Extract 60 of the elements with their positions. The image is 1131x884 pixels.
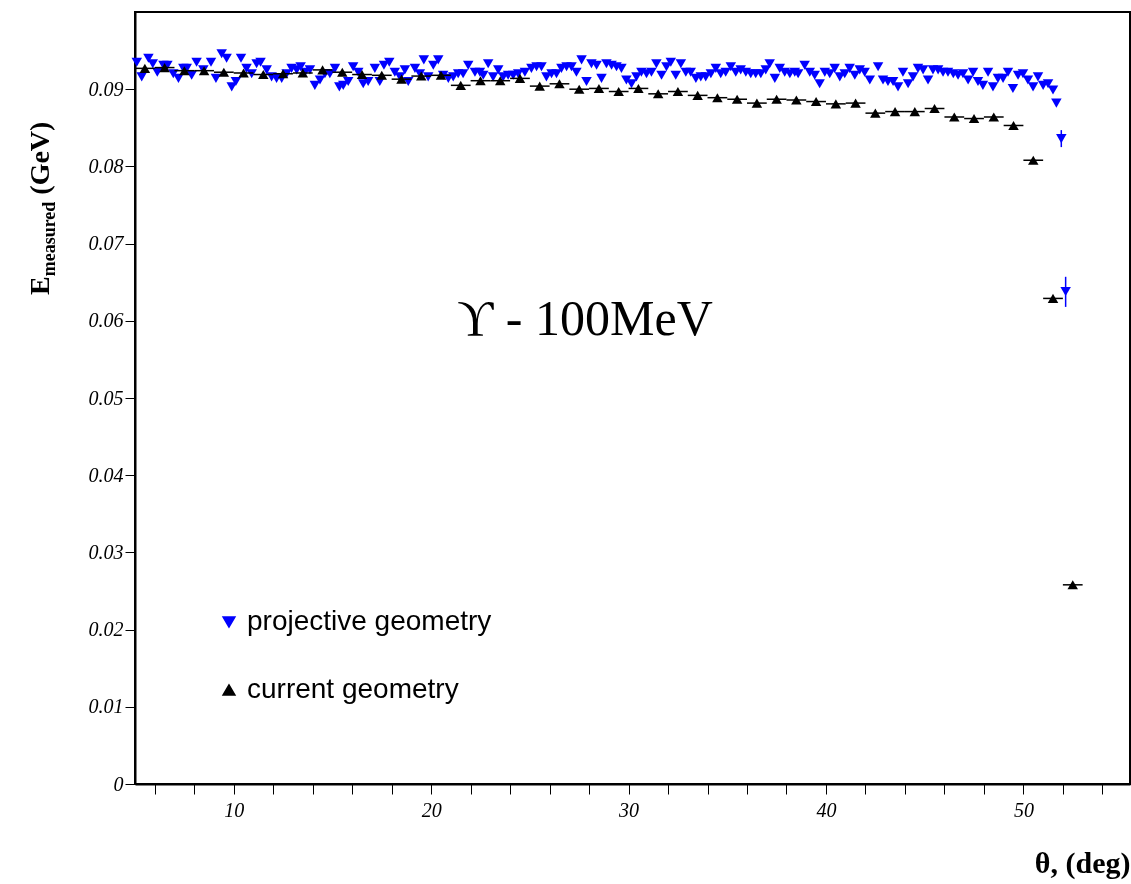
y-tick-label: 0.02 <box>88 618 124 641</box>
point <box>1047 293 1059 303</box>
point <box>850 98 861 108</box>
point <box>1028 155 1039 165</box>
point <box>633 83 644 93</box>
y-tick-label: 0.01 <box>88 695 124 718</box>
point <box>613 86 624 97</box>
x-tick-label: 50 <box>1013 798 1034 821</box>
point <box>238 68 249 78</box>
point <box>751 98 763 108</box>
point <box>652 89 664 99</box>
legend-label: projective geometry <box>247 605 492 636</box>
legend-label: current geometry <box>247 673 459 704</box>
x-tick-label: 20 <box>421 798 442 821</box>
point <box>139 63 151 73</box>
point <box>337 67 348 77</box>
point <box>889 107 901 117</box>
point <box>494 76 506 86</box>
x-tick-label: 10 <box>224 798 245 821</box>
point <box>870 108 881 118</box>
point <box>929 103 940 114</box>
point <box>771 94 782 104</box>
point <box>968 114 980 124</box>
point <box>692 90 703 100</box>
y-tick-label: 0.08 <box>88 154 124 177</box>
point <box>514 73 526 83</box>
y-tick-label: 0.06 <box>88 309 124 332</box>
point <box>810 97 822 107</box>
point <box>988 112 1000 122</box>
point <box>909 107 921 117</box>
point <box>356 69 368 80</box>
point <box>949 112 960 122</box>
point <box>554 79 565 89</box>
point <box>593 83 605 93</box>
point <box>791 95 802 105</box>
point <box>1008 120 1019 131</box>
x-tick-label: 30 <box>618 798 640 821</box>
x-tick-label: 40 <box>816 798 837 821</box>
point <box>731 94 743 104</box>
point <box>573 84 585 94</box>
point <box>1067 580 1078 590</box>
point <box>218 67 230 77</box>
point <box>534 81 545 91</box>
point <box>712 93 723 103</box>
point <box>672 86 684 97</box>
point <box>475 76 486 86</box>
annotation: ϒ - 100MeV <box>457 290 713 346</box>
y-tick-label: 0 <box>113 772 124 795</box>
point <box>376 70 388 80</box>
x-axis-title: θ, (deg) <box>1034 845 1131 880</box>
point <box>830 99 842 109</box>
y-tick-label: 0.03 <box>88 540 124 563</box>
point <box>277 69 289 79</box>
y-tick-label: 0.04 <box>88 463 124 486</box>
point <box>258 69 269 80</box>
point <box>455 80 466 90</box>
point <box>317 65 328 75</box>
y-tick-label: 0.05 <box>88 386 124 409</box>
y-tick-label: 0.09 <box>88 77 124 100</box>
y-tick-label: 0.07 <box>88 232 125 255</box>
